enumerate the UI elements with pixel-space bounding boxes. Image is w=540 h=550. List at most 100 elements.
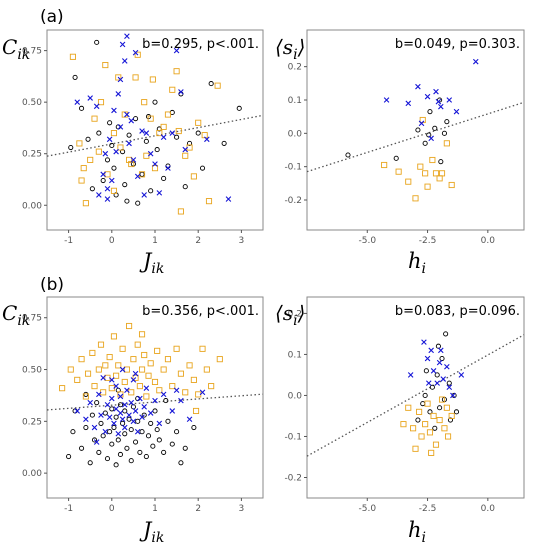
- scatter-point-x: [436, 359, 443, 366]
- scatter-point-square: [102, 362, 109, 369]
- stat-annotation: b=0.083, p=0.096.: [395, 304, 520, 319]
- scatter-point-circle: [426, 132, 432, 138]
- scatter-point-circle: [163, 398, 169, 404]
- scatter-point-x: [178, 89, 184, 95]
- scatter-point-square: [192, 407, 200, 415]
- scatter-point-circle: [104, 456, 111, 462]
- scatter-point-x: [100, 375, 106, 381]
- scatter-point-circle: [137, 449, 143, 455]
- scatter-point-x: [111, 107, 117, 114]
- scatter-point-square: [138, 366, 146, 373]
- scatter-point-square: [443, 404, 450, 411]
- scatter-point-square: [76, 140, 83, 147]
- chart-b-left: (b) 0.00 0.25 0.50 0.75 -1 0 1 2 3 b=0.356, p<.0…: [2, 275, 264, 546]
- scatter-point-square: [173, 345, 180, 352]
- scatter-point-circle: [79, 445, 85, 451]
- scatter-point-x: [126, 412, 132, 418]
- chart-b-right: -0.2 -0.1 0.0 0.1 0.2 -5.0 -2.5 0.0 b=0.083, p=…: [275, 296, 525, 546]
- scatter-point-square: [429, 156, 436, 164]
- y-tick-label: 0.25: [22, 417, 42, 427]
- scatter-point-square: [422, 421, 429, 428]
- scatter-point-square: [430, 412, 437, 420]
- scatter-point-square: [405, 404, 412, 411]
- scatter-point-square: [164, 111, 172, 118]
- scatter-point-circle: [148, 188, 154, 194]
- scatter-point-x: [124, 33, 130, 39]
- scatter-point-square: [145, 372, 152, 379]
- scatter-point-x: [428, 135, 434, 142]
- stat-annotation: b=0.356, p<.001.: [142, 304, 259, 319]
- scatter-point-square: [424, 400, 431, 407]
- scatter-point-square: [160, 366, 167, 373]
- scatter-point-x: [418, 120, 425, 127]
- scatter-point-circle: [94, 400, 100, 406]
- scatter-point-x: [472, 58, 479, 65]
- scatter-point-square: [59, 385, 66, 392]
- y-tick-label: 0.25: [22, 150, 42, 160]
- scatter-point-square: [438, 396, 446, 403]
- scatter-point-x: [74, 408, 81, 414]
- scatter-point-square: [428, 449, 435, 456]
- x-axis-label: Jik: [139, 518, 164, 546]
- scatter-point-circle: [133, 439, 139, 445]
- x-tick-label: 1: [152, 236, 158, 246]
- scatter-point-x: [134, 173, 141, 180]
- scatter-point-x: [104, 185, 111, 192]
- scatter-point-square: [199, 345, 206, 352]
- scatter-point-circle: [427, 409, 433, 415]
- scatter-point-x: [109, 177, 115, 184]
- scatter-point-square: [84, 370, 92, 377]
- scatter-point-square: [169, 383, 176, 390]
- scatter-point-square: [95, 148, 102, 155]
- scatter-point-x: [204, 136, 210, 143]
- scatter-point-x: [435, 98, 442, 105]
- scatter-point-square: [151, 165, 159, 172]
- scatter-point-square: [110, 333, 118, 340]
- scatter-point-square: [82, 393, 89, 400]
- scatter-point-x: [121, 401, 128, 408]
- stat-annotation: b=0.295, p<.001.: [142, 37, 259, 52]
- scatter-point-square: [443, 140, 450, 147]
- scatter-point-square: [115, 362, 122, 369]
- scatter-point-square: [78, 356, 85, 363]
- scatter-point-x: [96, 192, 102, 198]
- scatter-point-square: [82, 200, 89, 207]
- scatter-point-x: [117, 393, 124, 400]
- scatter-point-circle: [199, 165, 206, 171]
- scatter-point-square: [208, 383, 215, 390]
- y-tick-label: -0.1: [284, 432, 302, 442]
- scatter-point-circle: [415, 127, 421, 133]
- scatter-point-square: [91, 383, 98, 390]
- scatter-point-x: [453, 108, 460, 115]
- y-axis-label: ⟨si⟩: [275, 301, 305, 329]
- scatter-point-square: [143, 393, 150, 400]
- scatter-point-x: [109, 377, 115, 383]
- scatter-point-x: [102, 428, 109, 435]
- y-tick-label: 0.0: [288, 391, 303, 401]
- y-axis-label: Cik: [2, 35, 30, 63]
- x-tick-label: -5.0: [358, 236, 376, 246]
- scatter-point-x: [405, 100, 412, 107]
- scatter-point-circle: [444, 119, 450, 125]
- scatter-point-square: [416, 408, 423, 415]
- y-tick-label: -0.1: [284, 163, 302, 173]
- scatter-point-square: [417, 163, 424, 170]
- scatter-point-circle: [72, 74, 78, 80]
- scatter-point-x: [173, 47, 180, 54]
- scatter-point-square: [134, 51, 141, 58]
- scatter-point-circle: [423, 368, 429, 374]
- stat-annotation: b=0.049, p=0.303.: [395, 37, 520, 52]
- scatter-point-x: [438, 347, 444, 354]
- scatter-point-x: [428, 347, 434, 354]
- scatter-point-square: [126, 322, 133, 330]
- scatter-point-x: [152, 161, 158, 167]
- scatter-point-x: [132, 49, 139, 56]
- scatter-point-circle: [122, 431, 128, 437]
- scatter-point-circle: [143, 138, 149, 144]
- scatter-point-square: [115, 74, 122, 81]
- scatter-point-x: [165, 165, 171, 171]
- scatter-point-x: [106, 136, 113, 143]
- scatter-point-x: [87, 95, 93, 101]
- scatter-point-circle: [174, 134, 180, 140]
- scatter-point-x: [96, 391, 102, 398]
